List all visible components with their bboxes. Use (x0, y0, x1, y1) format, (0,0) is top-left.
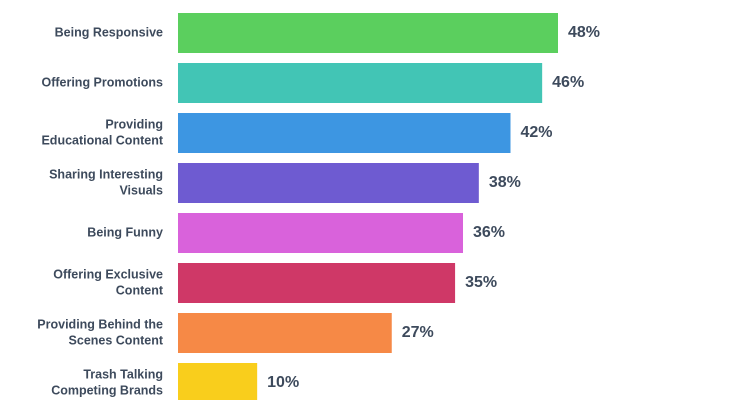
bar-providing-behind-the-scenes-content (178, 313, 392, 353)
category-label-being-responsive: Being Responsive (55, 25, 163, 39)
value-label-offering-promotions: 46% (552, 74, 584, 91)
category-label-trash-talking-competing-brands: Trash Talking Competing Brands (51, 367, 163, 397)
category-label-offering-exclusive-content: Offering Exclusive Content (53, 267, 164, 297)
category-label-sharing-interesting-visuals: Sharing Interesting Visuals (49, 167, 163, 197)
bar-offering-promotions (178, 63, 543, 103)
value-label-being-funny: 36% (473, 224, 505, 241)
bar-trash-talking-competing-brands (178, 363, 258, 400)
value-label-providing-behind-the-scenes-content: 27% (402, 324, 434, 341)
value-labels-group: 48% 46% 42% 38% 36% 35% 27% 10% (267, 24, 600, 391)
bar-being-funny (178, 213, 463, 253)
category-label-providing-educational-content: Providing Educational Content (41, 117, 163, 147)
bar-being-responsive (178, 13, 558, 53)
bars-group (178, 13, 558, 400)
bar-providing-educational-content (178, 113, 511, 153)
category-label-being-funny: Being Funny (87, 225, 163, 239)
value-label-providing-educational-content: 42% (521, 124, 553, 141)
category-label-offering-promotions: Offering Promotions (41, 75, 163, 89)
value-label-trash-talking-competing-brands: 10% (267, 374, 299, 391)
bar-sharing-interesting-visuals (178, 163, 479, 203)
bar-offering-exclusive-content (178, 263, 456, 303)
value-label-offering-exclusive-content: 35% (465, 274, 497, 291)
category-label-providing-behind-the-scenes-content: Providing Behind the Scenes Content (37, 317, 164, 347)
value-label-being-responsive: 48% (568, 24, 600, 41)
category-labels-group: Being Responsive Offering Promotions Provi… (37, 25, 164, 397)
value-label-sharing-interesting-visuals: 38% (489, 174, 521, 191)
